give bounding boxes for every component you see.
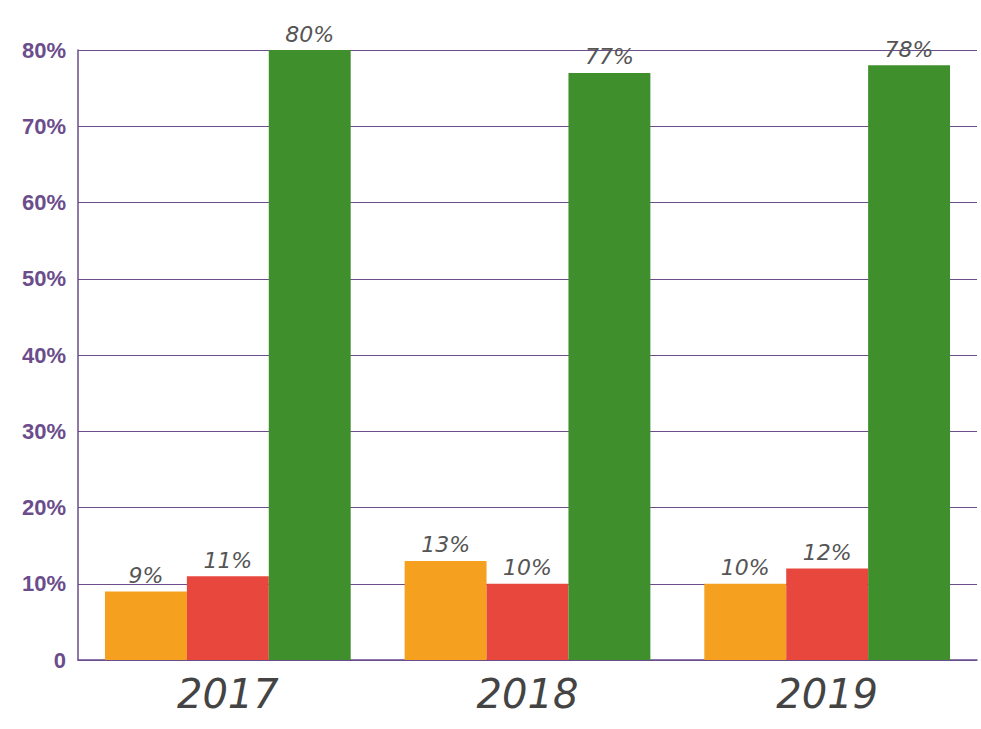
svg-text:10%: 10%: [503, 555, 552, 580]
svg-text:77%: 77%: [585, 44, 634, 69]
svg-text:50%: 50%: [22, 266, 66, 291]
svg-text:2019: 2019: [776, 671, 878, 717]
svg-text:2018: 2018: [477, 671, 579, 717]
svg-text:11%: 11%: [203, 548, 252, 573]
svg-text:9%: 9%: [128, 563, 163, 588]
svg-text:10%: 10%: [22, 571, 66, 596]
svg-text:10%: 10%: [721, 555, 770, 580]
svg-text:80%: 80%: [22, 38, 66, 63]
svg-text:80%: 80%: [285, 22, 334, 47]
svg-text:13%: 13%: [421, 532, 470, 557]
svg-text:20%: 20%: [22, 495, 66, 520]
svg-text:30%: 30%: [22, 419, 66, 444]
svg-text:0: 0: [54, 648, 66, 673]
svg-text:70%: 70%: [22, 114, 66, 139]
svg-text:2017: 2017: [177, 671, 279, 717]
svg-text:78%: 78%: [885, 37, 934, 62]
svg-text:60%: 60%: [22, 190, 66, 215]
svg-text:40%: 40%: [22, 343, 66, 368]
svg-text:12%: 12%: [803, 540, 852, 565]
